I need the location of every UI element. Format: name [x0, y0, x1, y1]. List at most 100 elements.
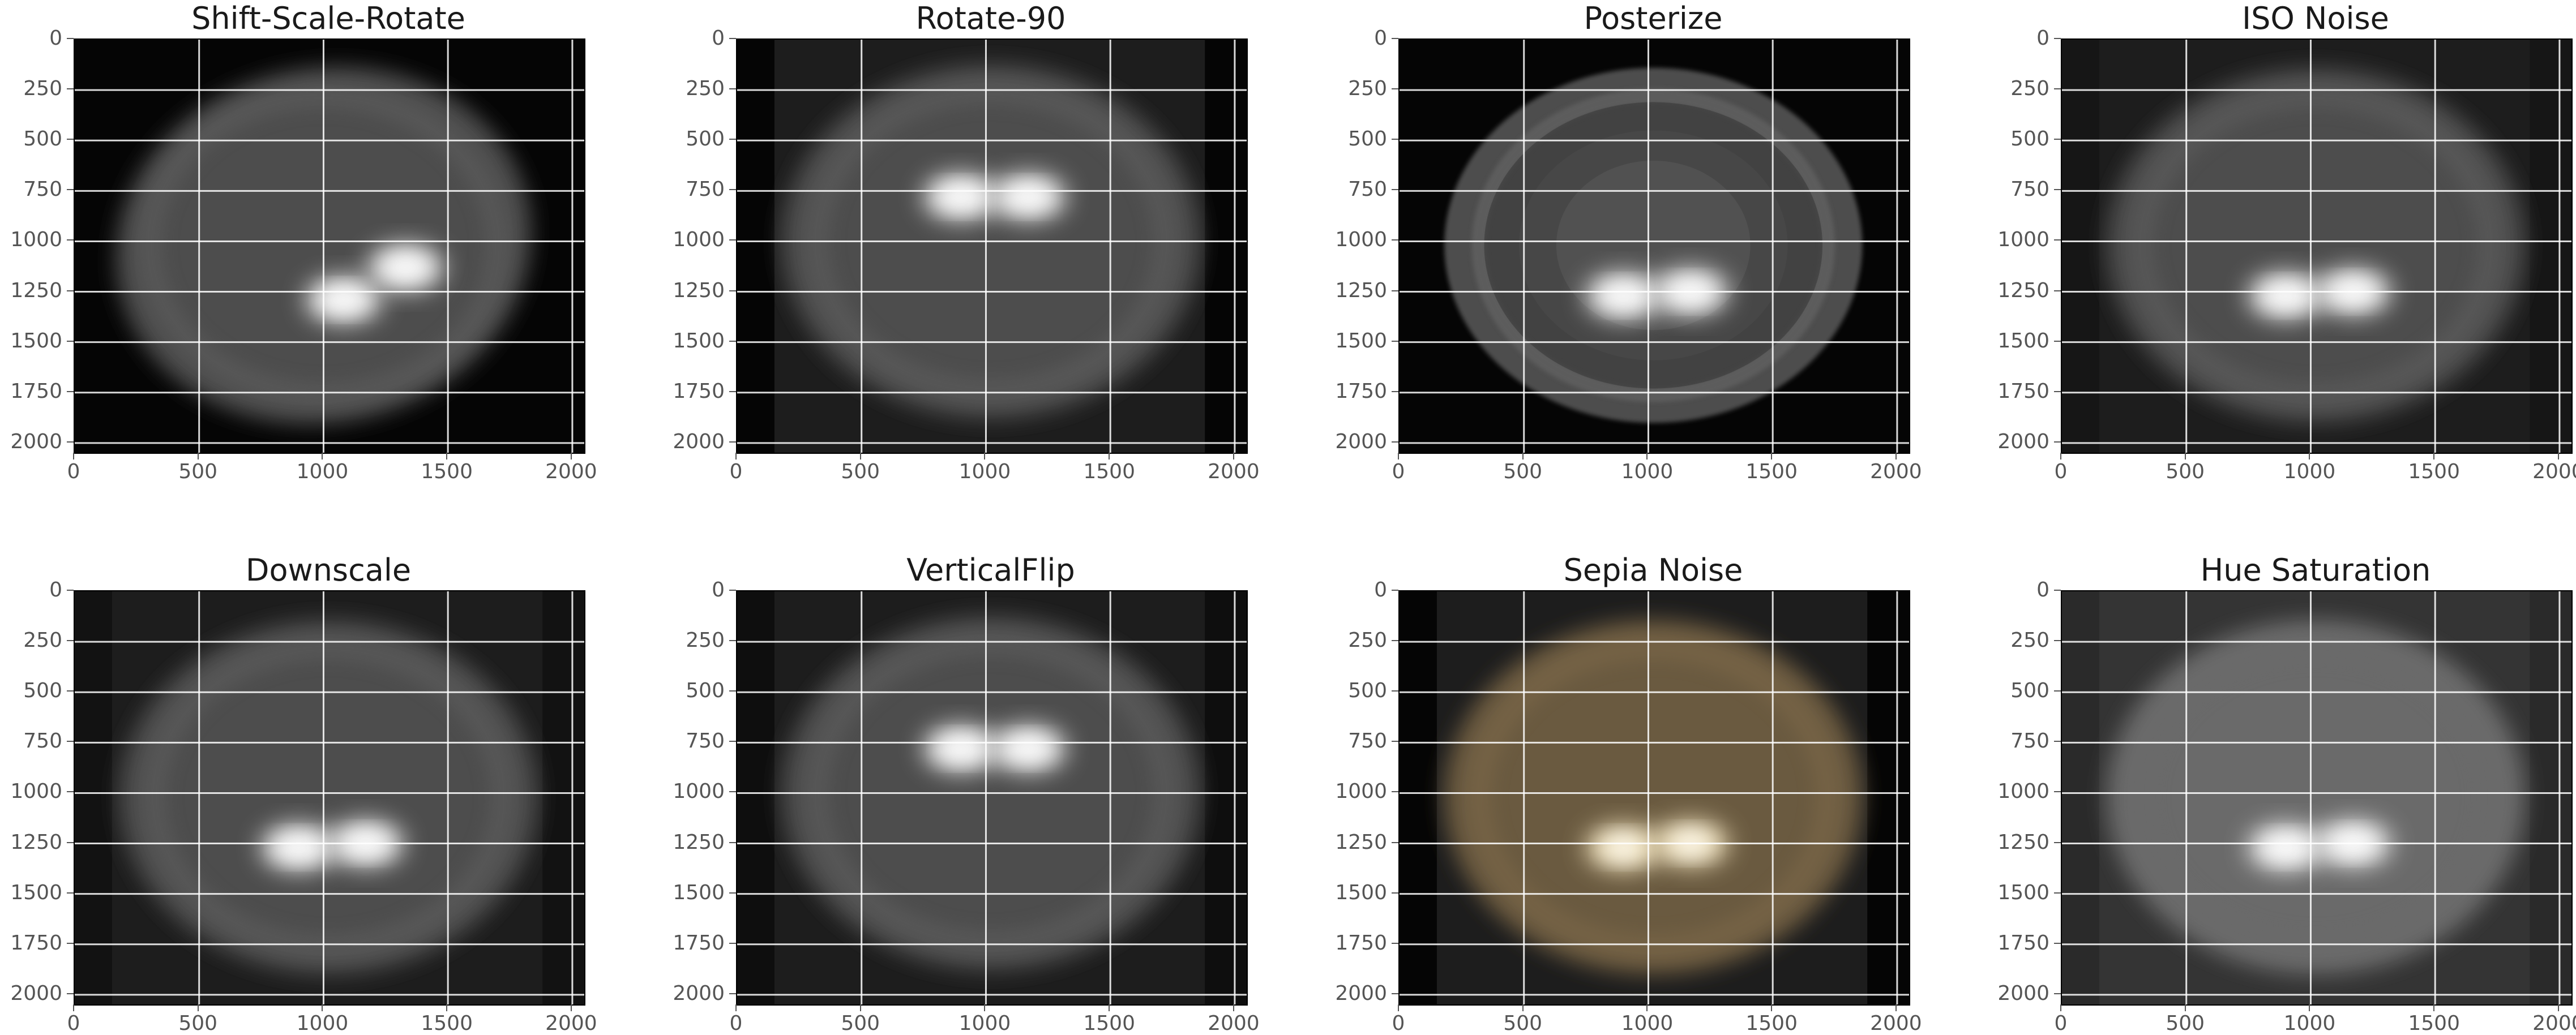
y-tick-label: 1500 — [10, 329, 62, 353]
x-tick-mark — [1771, 1004, 1773, 1011]
x-tick-mark — [735, 1004, 737, 1011]
image-plot — [2061, 590, 2573, 1006]
y-tick-mark — [729, 390, 736, 392]
y-tick-mark — [67, 791, 74, 793]
x-tick-label: 1500 — [1083, 1012, 1135, 1035]
y-tick-mark — [67, 942, 74, 944]
y-tick-mark — [2054, 640, 2061, 642]
x-tick-mark — [2309, 1004, 2310, 1011]
y-tick-mark — [67, 441, 74, 443]
y-tick-label: 250 — [2010, 629, 2049, 652]
x-tick-mark — [73, 453, 74, 459]
x-tick-label: 1000 — [958, 1012, 1011, 1035]
y-tick-label: 1500 — [1335, 329, 1387, 353]
y-tick-mark — [729, 841, 736, 843]
x-tick-mark — [1771, 453, 1773, 459]
x-tick-label: 0 — [1392, 1012, 1405, 1035]
x-tick-label: 2000 — [2532, 1012, 2576, 1035]
x-tick-mark — [1895, 1004, 1897, 1011]
image-plot — [74, 590, 585, 1006]
y-tick-label: 500 — [1348, 679, 1387, 703]
y-tick-label: 1500 — [1335, 881, 1387, 904]
x-tick-label: 1500 — [421, 1012, 473, 1035]
y-tick-label: 1000 — [673, 228, 725, 252]
y-tick-mark — [67, 88, 74, 90]
y-tick-label: 1500 — [673, 329, 725, 353]
y-tick-label: 750 — [686, 178, 725, 201]
x-tick-label: 0 — [729, 460, 743, 483]
y-tick-label: 500 — [1348, 127, 1387, 151]
y-tick-label: 1000 — [1997, 228, 2049, 252]
y-tick-label: 1500 — [1997, 329, 2049, 353]
x-tick-label: 0 — [67, 1012, 80, 1035]
y-tick-label: 250 — [1348, 629, 1387, 652]
y-tick-mark — [2054, 791, 2061, 793]
y-tick-mark — [729, 640, 736, 642]
y-tick-label: 1500 — [1997, 881, 2049, 904]
x-tick-label: 500 — [178, 1012, 218, 1035]
x-tick-label: 2000 — [1208, 1012, 1260, 1035]
y-tick-mark — [729, 88, 736, 90]
y-tick-mark — [729, 38, 736, 39]
y-tick-mark — [2054, 189, 2061, 191]
y-tick-mark — [729, 791, 736, 793]
y-tick-label: 1000 — [10, 228, 62, 252]
y-tick-label: 1000 — [10, 780, 62, 804]
y-tick-mark — [67, 38, 74, 39]
y-tick-mark — [67, 640, 74, 642]
y-tick-mark — [1392, 791, 1398, 793]
y-tick-label: 1250 — [673, 278, 725, 302]
x-tick-label: 1000 — [296, 1012, 349, 1035]
y-tick-label: 1000 — [1335, 780, 1387, 804]
y-tick-mark — [67, 590, 74, 591]
y-tick-label: 2000 — [1997, 430, 2049, 453]
y-tick-label: 750 — [1348, 729, 1387, 753]
x-tick-mark — [2060, 453, 2061, 459]
y-tick-mark — [729, 993, 736, 994]
panel-title: ISO Noise — [2242, 1, 2389, 36]
y-tick-label: 1000 — [1335, 228, 1387, 252]
x-tick-label: 2000 — [1208, 460, 1260, 483]
x-tick-mark — [73, 1004, 74, 1011]
image-plot — [736, 590, 1248, 1006]
y-tick-label: 1750 — [1997, 379, 2049, 403]
y-tick-mark — [1392, 390, 1398, 392]
y-tick-label: 2000 — [1335, 981, 1387, 1005]
y-tick-label: 1250 — [10, 278, 62, 302]
y-tick-mark — [2054, 741, 2061, 742]
image-plot — [1398, 38, 1910, 454]
x-tick-label: 2000 — [545, 1012, 597, 1035]
y-tick-label: 1500 — [673, 881, 725, 904]
y-tick-mark — [1392, 640, 1398, 642]
y-tick-mark — [2054, 290, 2061, 291]
y-tick-label: 0 — [712, 578, 725, 602]
x-tick-label: 2000 — [545, 460, 597, 483]
y-tick-mark — [729, 741, 736, 742]
x-tick-label: 500 — [178, 460, 218, 483]
x-tick-mark — [1398, 1004, 1399, 1011]
y-tick-mark — [67, 290, 74, 291]
scan-image — [1400, 40, 1909, 453]
scan-image — [75, 40, 584, 453]
y-tick-label: 500 — [23, 127, 62, 151]
y-tick-mark — [2054, 88, 2061, 90]
panel-title: Posterize — [1584, 1, 1723, 36]
y-tick-label: 250 — [2010, 77, 2049, 101]
x-tick-mark — [1109, 1004, 1110, 1011]
y-tick-mark — [1392, 993, 1398, 994]
y-tick-label: 1250 — [1997, 830, 2049, 854]
x-tick-mark — [1646, 1004, 1648, 1011]
y-tick-label: 250 — [1348, 77, 1387, 101]
y-tick-mark — [729, 590, 736, 591]
y-tick-mark — [729, 139, 736, 140]
y-tick-label: 1750 — [10, 931, 62, 955]
x-tick-label: 1500 — [1745, 460, 1798, 483]
y-tick-label: 250 — [686, 629, 725, 652]
x-tick-mark — [859, 1004, 861, 1011]
image-plot — [74, 38, 585, 454]
x-tick-mark — [2060, 1004, 2061, 1011]
y-tick-mark — [2054, 390, 2061, 392]
x-tick-label: 1500 — [421, 460, 473, 483]
x-tick-label: 500 — [1503, 1012, 1543, 1035]
x-tick-mark — [322, 1004, 323, 1011]
